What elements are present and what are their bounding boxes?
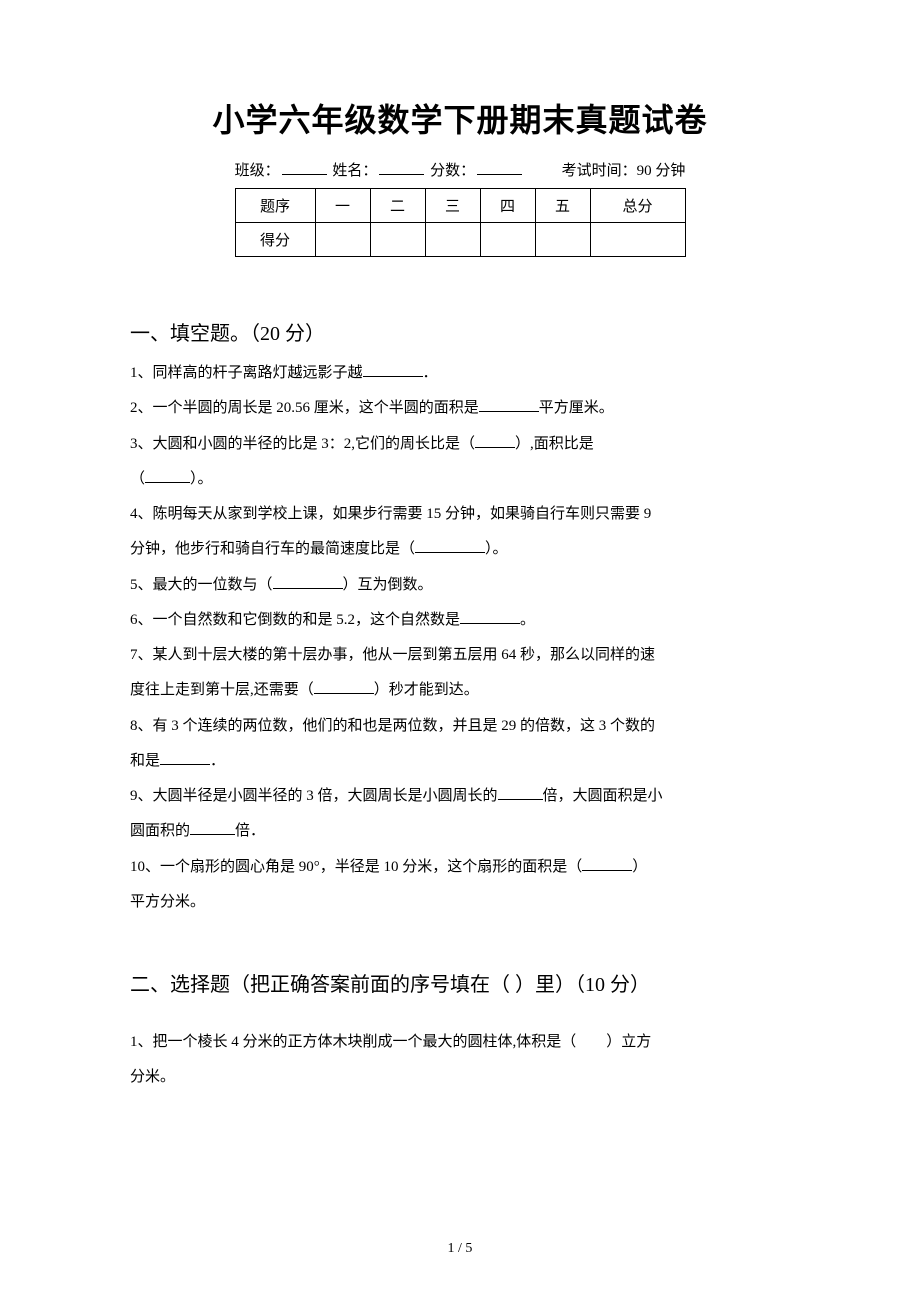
td-score-2	[370, 223, 425, 257]
q9-text-b: 倍，大圆面积是小	[543, 788, 663, 804]
s2-q1-text-a: 1、把一个棱长 4 分米的正方体木块削成一个最大的圆柱体,体积是（ ）立方	[130, 1034, 651, 1050]
class-label: 班级：	[235, 163, 280, 179]
q8-text-a: 8、有 3 个连续的两位数，他们的和也是两位数，并且是 29 的倍数，这 3 个…	[130, 718, 655, 734]
q2-blank	[479, 397, 539, 412]
question-10: 10、一个扇形的圆心角是 90°，半径是 10 分米，这个扇形的面积是（ ） 平方…	[130, 850, 790, 921]
q3-blank-2	[145, 468, 190, 483]
q6-blank	[460, 609, 520, 624]
q3-blank-1	[475, 433, 515, 448]
name-label: 姓名：	[332, 163, 377, 179]
name-blank	[379, 174, 424, 175]
th-col-3: 三	[425, 189, 480, 223]
q10-text-b: ）	[632, 859, 647, 875]
q9-text-a: 9、大圆半径是小圆半径的 3 倍，大圆周长是小圆周长的	[130, 788, 498, 804]
q10-text-a: 10、一个扇形的圆心角是 90°，半径是 10 分米，这个扇形的面积是（	[130, 859, 582, 875]
q3-text-c: （	[130, 471, 145, 487]
q4-text-c: ）。	[485, 541, 508, 557]
q5-blank	[273, 574, 343, 589]
q5-text-a: 5、最大的一位数与（	[130, 577, 273, 593]
info-line: 班级： 姓名： 分数： 考试时间：90 分钟	[130, 159, 790, 180]
th-col-4: 四	[480, 189, 535, 223]
question-2: 2、一个半圆的周长是 20.56 厘米，这个半圆的面积是 平方厘米。	[130, 391, 790, 426]
question-1: 1、同样高的杆子离路灯越远影子越 ．	[130, 356, 790, 391]
q7-text-c: ）秒才能到达。	[374, 682, 479, 698]
q7-blank	[314, 679, 374, 694]
question-6: 6、一个自然数和它倒数的和是 5.2，这个自然数是 。	[130, 603, 790, 638]
question-7: 7、某人到十层大楼的第十层办事，他从一层到第五层用 64 秒，那么以同样的速 度…	[130, 638, 790, 709]
q7-text-b: 度往上走到第十层,还需要（	[130, 682, 314, 698]
score-blank	[477, 174, 522, 175]
q10-text-c: 平方分米。	[130, 894, 205, 910]
q9-blank-2	[190, 820, 235, 835]
th-col-2: 二	[370, 189, 425, 223]
td-score-total	[590, 223, 685, 257]
q1-text-b: ．	[423, 365, 438, 381]
q4-blank	[415, 538, 485, 553]
q3-text-a: 3、大圆和小圆的半径的比是 3：2,它们的周长比是（	[130, 436, 475, 452]
td-score-1	[315, 223, 370, 257]
question-3: 3、大圆和小圆的半径的比是 3：2,它们的周长比是（ ）,面积比是 （ ）。	[130, 427, 790, 498]
question-4: 4、陈明每天从家到学校上课，如果步行需要 15 分钟，如果骑自行车则只需要 9 …	[130, 497, 790, 568]
q4-text-a: 4、陈明每天从家到学校上课，如果步行需要 15 分钟，如果骑自行车则只需要 9	[130, 506, 651, 522]
q9-text-d: 倍．	[235, 823, 265, 839]
time-label: 考试时间：90 分钟	[562, 163, 686, 179]
q8-text-b: 和是	[130, 753, 160, 769]
question-8: 8、有 3 个连续的两位数，他们的和也是两位数，并且是 29 的倍数，这 3 个…	[130, 709, 790, 780]
td-score-3	[425, 223, 480, 257]
q8-text-c: ．	[210, 753, 225, 769]
q2-text-a: 2、一个半圆的周长是 20.56 厘米，这个半圆的面积是	[130, 400, 479, 416]
q7-text-a: 7、某人到十层大楼的第十层办事，他从一层到第五层用 64 秒，那么以同样的速	[130, 647, 655, 663]
q6-text-b: 。	[520, 612, 535, 628]
class-blank	[282, 174, 327, 175]
q10-blank	[582, 856, 632, 871]
section2-heading: 二、选择题（把正确答案前面的序号填在（ ）里）（10 分）	[130, 968, 790, 997]
q9-text-c: 圆面积的	[130, 823, 190, 839]
th-col-1: 一	[315, 189, 370, 223]
q4-text-b: 分钟，他步行和骑自行车的最简速度比是（	[130, 541, 415, 557]
q3-text-d: ）。	[190, 471, 213, 487]
s2-q1-text-b: 分米。	[130, 1069, 175, 1085]
exam-title: 小学六年级数学下册期末真题试卷	[130, 95, 790, 141]
q5-text-b: ）互为倒数。	[343, 577, 433, 593]
th-col-5: 五	[535, 189, 590, 223]
q3-text-b: ）,面积比是	[515, 436, 594, 452]
q8-blank	[160, 750, 210, 765]
table-score-row: 得分	[235, 223, 685, 257]
th-order: 题序	[235, 189, 315, 223]
score-table: 题序 一 二 三 四 五 总分 得分	[235, 188, 686, 257]
table-header-row: 题序 一 二 三 四 五 总分	[235, 189, 685, 223]
question-9: 9、大圆半径是小圆半径的 3 倍，大圆周长是小圆周长的 倍，大圆面积是小 圆面积的…	[130, 779, 790, 850]
section1-heading: 一、填空题。（20 分）	[130, 317, 790, 346]
question-5: 5、最大的一位数与（ ）互为倒数。	[130, 568, 790, 603]
q1-text-a: 1、同样高的杆子离路灯越远影子越	[130, 365, 363, 381]
q6-text-a: 6、一个自然数和它倒数的和是 5.2，这个自然数是	[130, 612, 460, 628]
q2-text-b: 平方厘米。	[539, 400, 614, 416]
s2-question-1: 1、把一个棱长 4 分米的正方体木块削成一个最大的圆柱体,体积是（ ）立方 分米…	[130, 1025, 790, 1096]
td-score-label: 得分	[235, 223, 315, 257]
score-label: 分数：	[430, 163, 475, 179]
page-number: 1 / 5	[0, 1241, 920, 1257]
td-score-5	[535, 223, 590, 257]
th-total: 总分	[590, 189, 685, 223]
q9-blank-1	[498, 785, 543, 800]
q1-blank	[363, 362, 423, 377]
td-score-4	[480, 223, 535, 257]
